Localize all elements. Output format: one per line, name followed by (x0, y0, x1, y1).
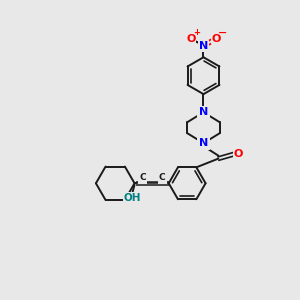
Text: N: N (199, 107, 208, 117)
Text: C: C (159, 173, 166, 182)
Text: O: O (211, 34, 221, 44)
Text: OH: OH (123, 193, 141, 203)
Text: C: C (139, 173, 146, 182)
Text: N: N (199, 138, 208, 148)
Text: O: O (234, 149, 243, 159)
Text: N: N (199, 41, 208, 51)
Text: O: O (186, 34, 196, 44)
Text: −: − (218, 28, 227, 38)
Text: +: + (194, 28, 200, 37)
